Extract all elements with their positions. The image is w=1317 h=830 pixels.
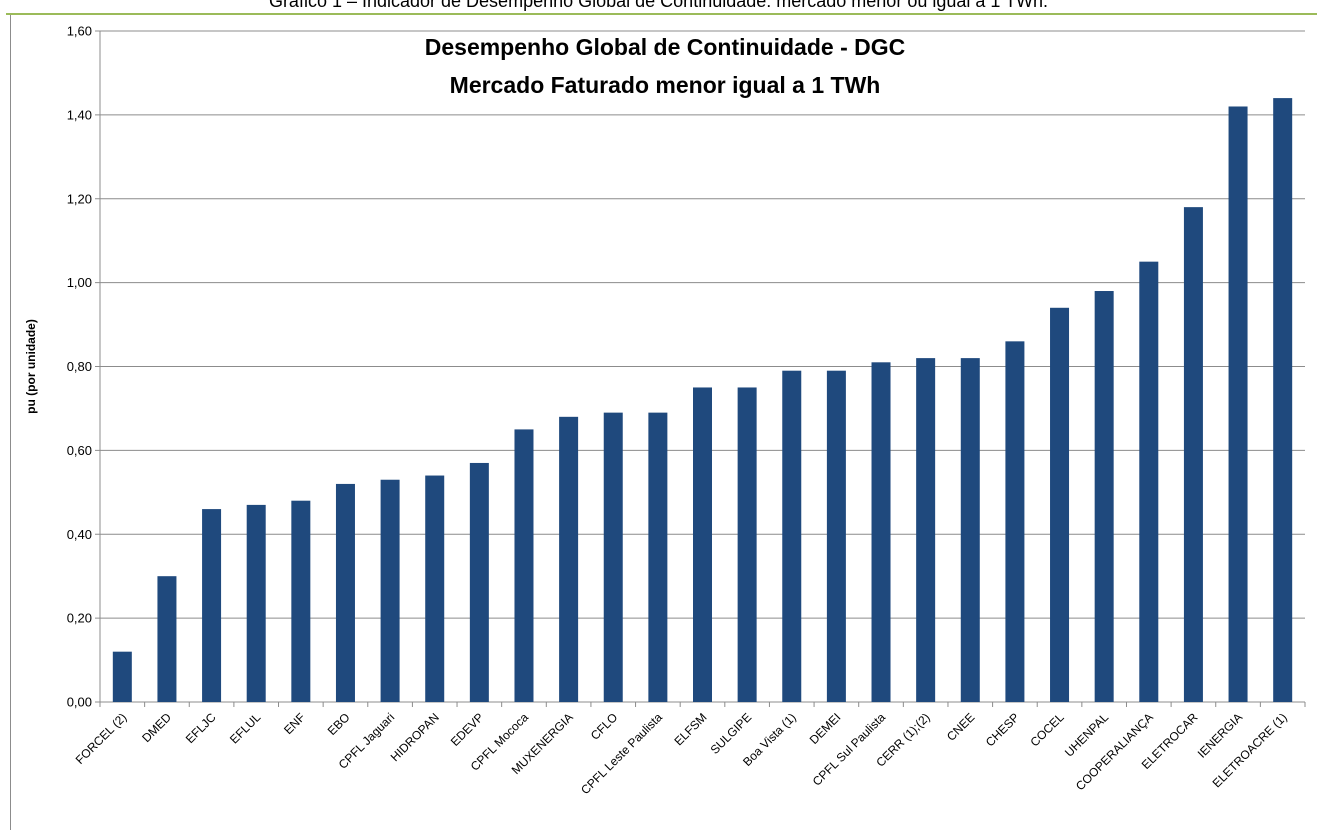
bar [335, 483, 355, 702]
x-tick-label: EBO [325, 710, 353, 738]
y-tick-label: 0,80 [67, 359, 92, 374]
y-tick-label: 0,40 [67, 527, 92, 542]
x-tick-label: EFLUL [227, 710, 264, 747]
y-tick-label: 1,20 [67, 191, 92, 206]
bar [1005, 341, 1025, 702]
chart-frame [10, 15, 1317, 830]
bar [826, 370, 846, 702]
bar [1094, 291, 1114, 702]
x-tick-label: EFLJC [183, 710, 219, 746]
bar [1228, 106, 1248, 703]
caption-divider [6, 13, 1317, 15]
bar [693, 387, 712, 702]
bar [1183, 207, 1203, 702]
x-tick-label: COOPERALIANÇA [1073, 710, 1156, 793]
bar [514, 429, 534, 702]
bar [469, 462, 489, 702]
bar [291, 500, 311, 702]
y-tick-label: 0,00 [67, 695, 92, 710]
y-tick-label: 1,00 [67, 275, 92, 290]
bar [1050, 307, 1070, 702]
figure-caption: Gráfico 1 – Indicador de Desempenho Glob… [268, 0, 1049, 11]
bar [202, 509, 222, 702]
chart-title-line-2: Mercado Faturado menor igual a 1 TWh [450, 72, 881, 98]
bar [425, 475, 445, 702]
chart-title-line-1: Desempenho Global de Continuidade - DGC [425, 34, 905, 60]
bar [737, 387, 757, 702]
x-tick-label: SULGIPE [708, 710, 755, 757]
bar [960, 358, 980, 702]
bar [380, 479, 400, 702]
x-tick-label: EDEVP [448, 710, 487, 749]
bar [112, 651, 132, 702]
x-tick-label: CPFL Leste Paulista [578, 710, 665, 797]
bar [916, 358, 936, 702]
bar [782, 370, 802, 702]
x-tick-label: CNEE [944, 710, 977, 743]
x-tick-label: DEMEI [807, 710, 844, 747]
bars [112, 98, 1293, 703]
x-tick-label: DMED [139, 710, 174, 745]
bar [648, 412, 668, 702]
x-tick-label: COCEL [1028, 710, 1067, 749]
x-tick-label: CFLO [588, 710, 621, 743]
bar [1139, 261, 1159, 702]
y-axis-label: pu (por unidade) [24, 319, 38, 414]
y-tick-labels: 0,00 0,20 0,40 0,60 0,80 1,00 1,20 1,40 1,60 [67, 24, 100, 710]
bar [157, 576, 177, 702]
bar [246, 504, 266, 702]
y-tick-label: 0,60 [67, 443, 92, 458]
x-tick-label: ELFSM [671, 710, 709, 748]
y-tick-label: 1,40 [67, 107, 92, 122]
y-tick-label: 1,60 [67, 24, 92, 39]
bar [871, 362, 891, 702]
x-tick-label: FORCEL (2) [73, 710, 130, 767]
x-tick-label: ENF [281, 710, 308, 737]
x-tick-label: CHESP [983, 710, 1022, 749]
bar [1273, 98, 1293, 703]
bar [603, 412, 623, 702]
bar [559, 416, 579, 702]
x-tick-label: HIDROPAN [388, 710, 442, 764]
x-tick-label: ELETROACRE (1) [1210, 710, 1290, 790]
y-tick-label: 0,20 [67, 611, 92, 626]
